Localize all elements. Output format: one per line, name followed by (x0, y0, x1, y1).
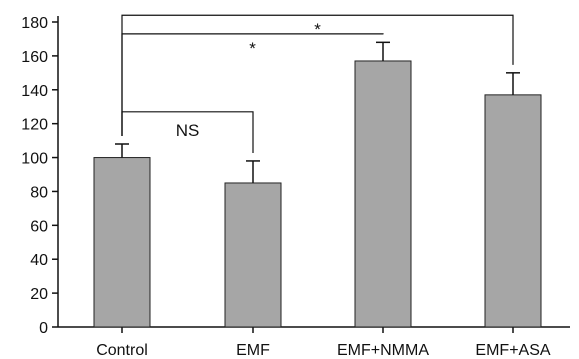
bars (93, 60, 542, 328)
y-tick-label: 120 (21, 117, 48, 134)
y-tick-label: 20 (30, 286, 48, 303)
significance-label: NS (176, 121, 200, 140)
bar (224, 182, 282, 328)
y-tick-label: 0 (39, 320, 48, 337)
bar (93, 157, 151, 328)
x-category-label: EMF (236, 342, 270, 359)
y-tick-label: 140 (21, 83, 48, 100)
y-tick-label: 180 (21, 15, 48, 32)
significance-label: * (249, 39, 256, 58)
y-tick-label: 80 (30, 184, 48, 201)
bar (354, 60, 412, 328)
x-category-label: EMF+NMMA (337, 342, 429, 359)
error-bars (115, 41, 520, 183)
significance-label: * (314, 20, 321, 39)
y-tick-label: 100 (21, 151, 48, 168)
significance-bracket (121, 14, 514, 136)
bar (484, 94, 542, 328)
axes: 0 20 40 60 80 100 120 140 160 180 Control EMF EMF+NM… (21, 15, 570, 359)
x-category-label: EMF+ASA (475, 342, 550, 359)
significance-annotations: NS * * (121, 14, 514, 153)
y-tick-label: 160 (21, 49, 48, 66)
y-tick-label: 60 (30, 218, 48, 235)
x-category-label: Control (96, 342, 148, 359)
y-tick-label: 40 (30, 252, 48, 269)
